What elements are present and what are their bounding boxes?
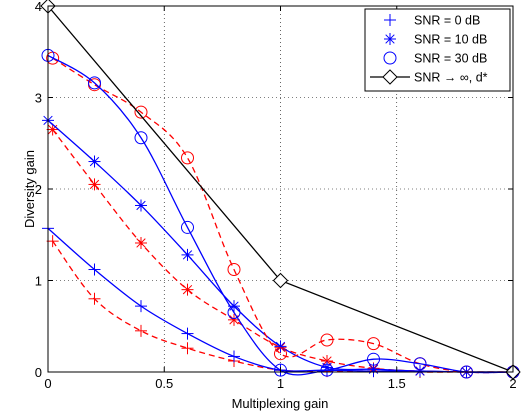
x-tick-label: 1.5 (388, 376, 406, 391)
legend-entry: SNR = 0 dB (384, 14, 480, 28)
series-3-dashed-point (134, 105, 148, 119)
series-3-dashed-point (181, 151, 194, 165)
legend-entry: SNR = 30 dB (383, 51, 487, 66)
series-1-solid-point (88, 263, 101, 276)
series-1-dashed-point (181, 342, 194, 355)
series-2-solid-point (181, 248, 194, 261)
series-2-dashed-point (181, 283, 194, 296)
legend-marker (382, 69, 398, 85)
series-2-solid-point (135, 199, 147, 212)
y-tick-label: 4 (35, 0, 42, 14)
legend-box (364, 8, 511, 92)
legend-entry: SNR → ∞, d* (370, 69, 488, 85)
series-3-solid-line (47, 54, 514, 376)
series-3-dashed-point (320, 333, 334, 347)
series-3-solid-point (181, 220, 194, 234)
series-1-dashed-point (135, 324, 147, 337)
series-2-dashed-point (135, 236, 147, 249)
series-1-solid-point (181, 327, 194, 340)
series-1-solid-point (228, 350, 240, 363)
series-2-solid-point (88, 155, 101, 168)
series-3-solid-point (367, 352, 380, 366)
series-1-solid-point (135, 300, 147, 313)
ticks: 0 0.5 1 1.5 2 0 1 2 3 4 (35, 0, 517, 391)
series-1-dashed-point (46, 235, 59, 248)
series-3-solid-point (274, 363, 287, 377)
series-3-dashed-point (367, 337, 380, 351)
legend-label: SNR → ∞, d* (414, 71, 488, 85)
legend-marker (384, 33, 396, 45)
legend-label: SNR = 0 dB (414, 14, 480, 28)
x-tick-label: 2 (509, 376, 516, 391)
legend-marker (384, 14, 396, 26)
series-4-solid-point (272, 272, 289, 289)
legend-marker (383, 51, 397, 65)
y-tick-label: 3 (35, 91, 42, 106)
x-tick-label: 1 (277, 376, 284, 391)
series-3-solid-point (134, 131, 148, 145)
y-tick-label: 0 (35, 365, 42, 380)
y-tick-label: 2 (35, 182, 42, 197)
legend-entry: SNR = 10 dB (384, 33, 487, 47)
x-axis-label: Multiplexing gain (232, 396, 329, 411)
series-2-dashed-point (88, 178, 101, 191)
x-tick-label: 0.5 (155, 376, 173, 391)
series-1-dashed-point (88, 292, 101, 305)
y-tick-label: 1 (35, 274, 42, 289)
legend: SNR = 0 dB SNR = 10 dB SNR = 30 dB SNR → ∞,… (364, 8, 511, 92)
legend-label: SNR = 30 dB (414, 52, 487, 66)
x-tick-label: 0 (44, 376, 51, 391)
series-3-dashed-point (274, 347, 287, 361)
series-3-solid-point (320, 363, 334, 377)
series-3-solid-point (88, 76, 101, 90)
series-3-solid-point (413, 357, 427, 371)
y-axis-label: Diversity gain (22, 150, 37, 228)
legend-label: SNR = 10 dB (414, 33, 487, 47)
series-3-dashed-point (227, 263, 241, 277)
series-3-solid-point (227, 306, 241, 320)
series-2-solid-point (414, 365, 426, 378)
series-2-solid-point (274, 340, 287, 353)
series-2-dashed-point (228, 313, 240, 326)
